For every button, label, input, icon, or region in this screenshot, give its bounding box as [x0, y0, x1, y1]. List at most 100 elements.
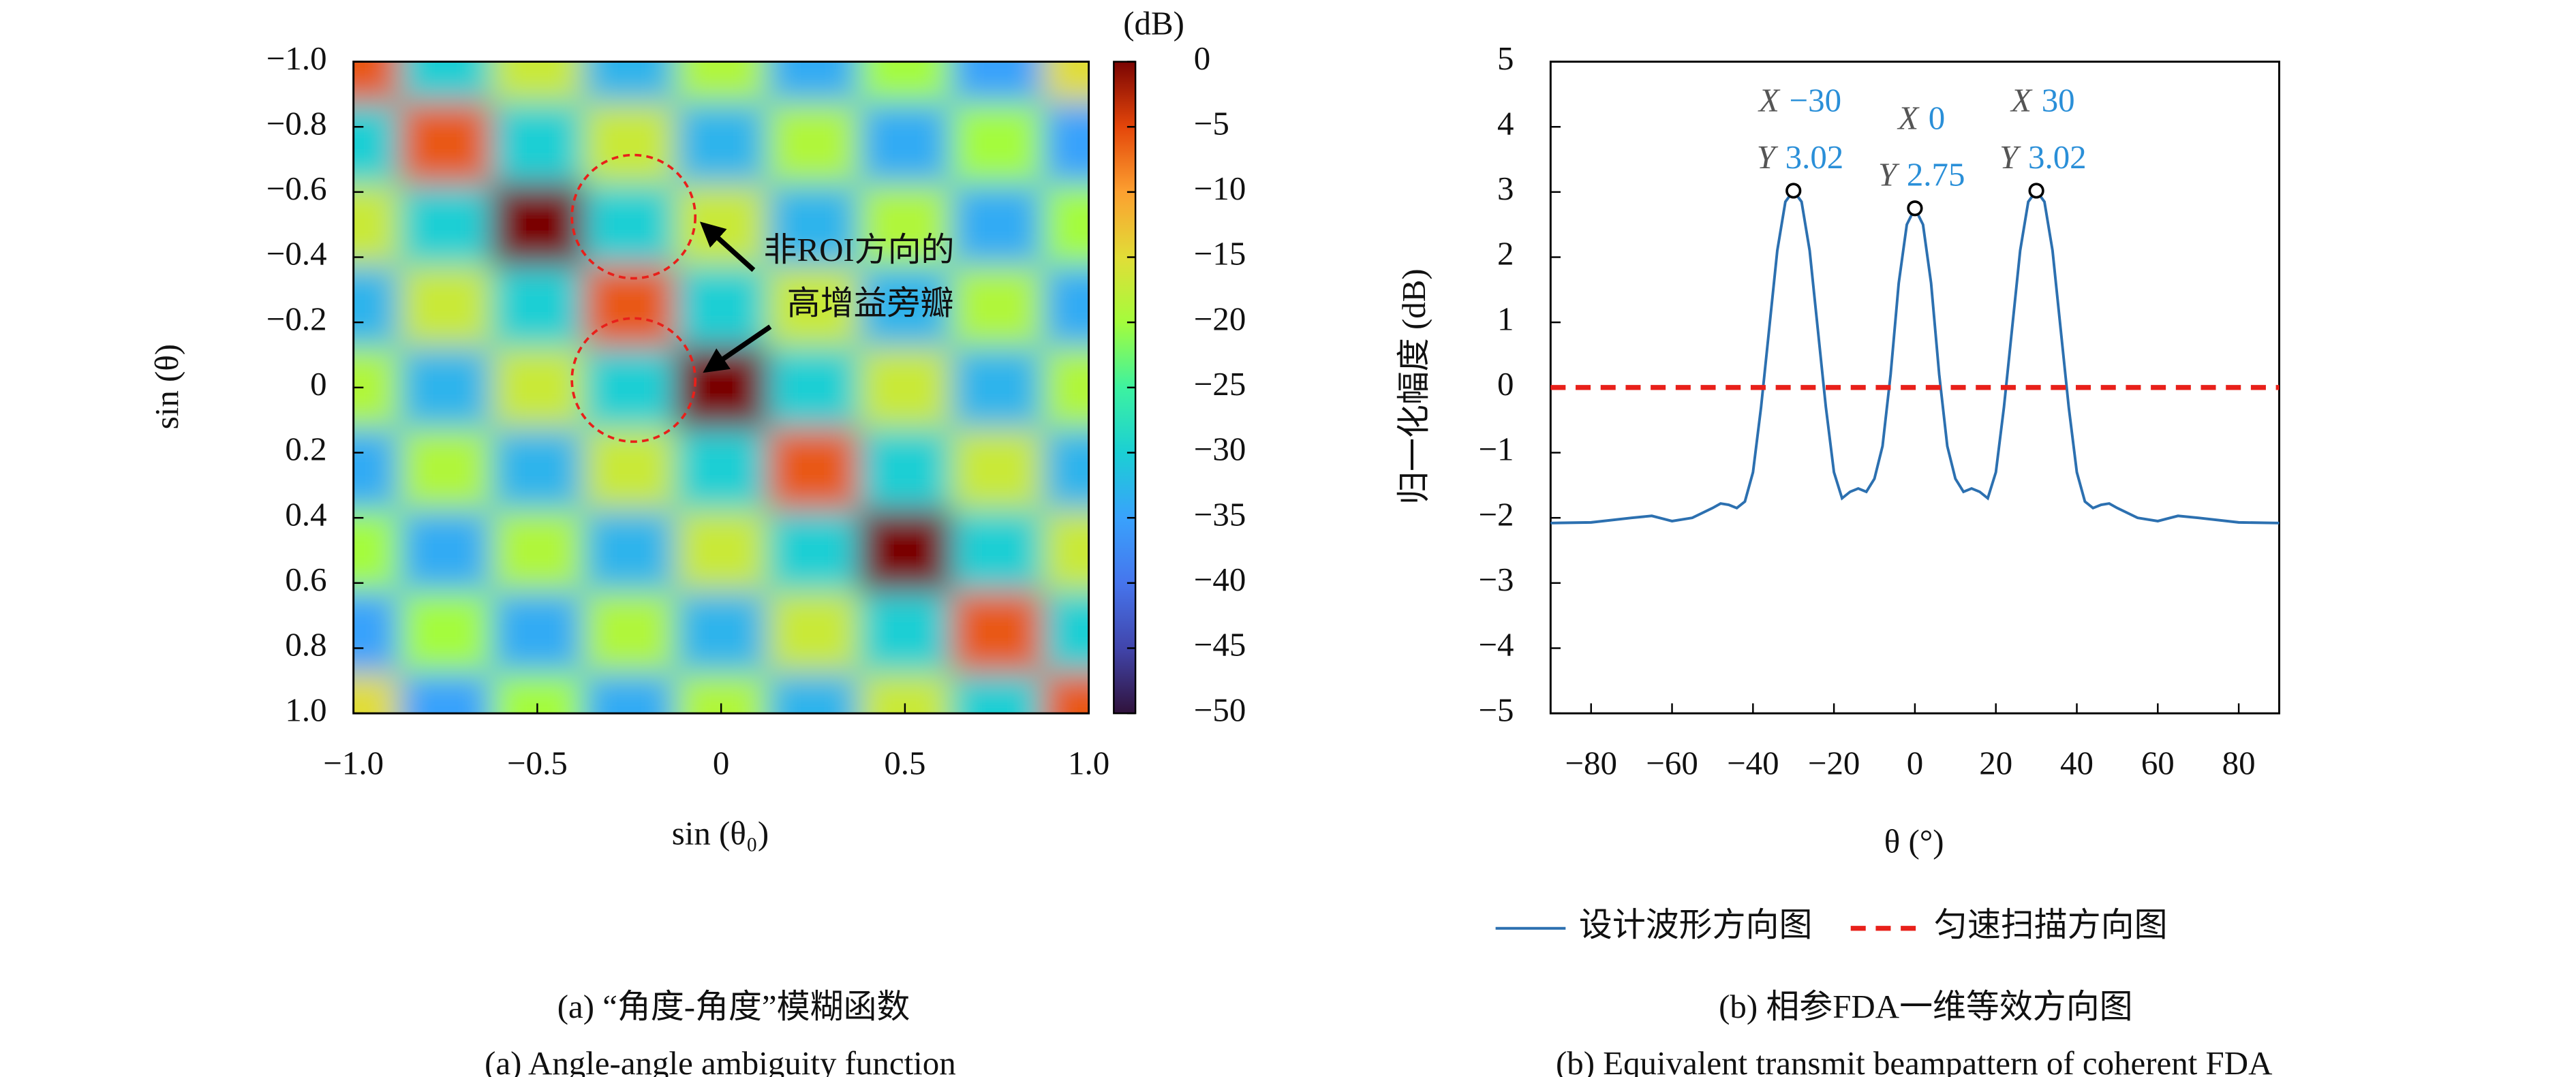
heat-cell	[1043, 428, 1089, 511]
heat-cell	[675, 183, 768, 266]
heat-cell	[1043, 265, 1089, 348]
y-tick-label: 0.4	[285, 495, 326, 533]
y-tick-label: 1.0	[285, 691, 326, 728]
heat-cell	[583, 102, 676, 185]
peak-y: 3.02	[2028, 138, 2087, 176]
heat-cell	[859, 347, 952, 429]
heat-cell	[399, 510, 493, 593]
x-tick-label: 0	[713, 745, 729, 782]
heatmap-cells	[353, 61, 1089, 714]
heat-cell	[583, 428, 676, 511]
colorbar-tick-label: −45	[1194, 626, 1246, 664]
peak-y: 2.75	[1907, 156, 1965, 193]
colorbar-tick-label: −20	[1194, 300, 1246, 337]
heat-cell	[767, 102, 860, 185]
heat-cell	[767, 347, 860, 429]
heat-cell	[951, 591, 1044, 674]
y-tick-label: −4	[1478, 626, 1514, 664]
heat-cell	[1043, 183, 1089, 266]
x-tick-label: 0.5	[884, 745, 925, 782]
heat-cell	[1043, 510, 1089, 593]
heat-cell	[583, 510, 676, 593]
caption: (b) Equivalent transmit beampattern of c…	[1556, 1044, 2272, 1077]
annotation: 高增益旁瓣	[787, 284, 954, 322]
annotation: 非ROI方向的	[764, 231, 955, 268]
heat-cell	[353, 591, 401, 674]
y-tick-label: 0.2	[285, 431, 326, 468]
heat-cell	[353, 510, 401, 593]
x-tick-label: 20	[1979, 745, 2012, 782]
heat-cell	[583, 265, 676, 348]
peak-x: 30	[2042, 82, 2075, 119]
heat-cell	[399, 265, 493, 348]
peak-label: X −30	[1758, 82, 1841, 119]
roi-circle	[570, 153, 697, 280]
y-tick-label: 0.8	[285, 626, 326, 664]
x-tick-label: 40	[2060, 745, 2094, 782]
y-axis-label: sin (θ)	[148, 344, 185, 429]
y-axis-label: 归一化幅度 (dB)	[1395, 268, 1432, 505]
y-tick-label: −3	[1478, 561, 1514, 598]
caption: (b) 相参FDA一维等效方向图	[1719, 988, 2132, 1025]
heat-cell	[353, 428, 401, 511]
colorbar-tick-label: 0	[1194, 40, 1210, 77]
y-tick-label: 0	[310, 365, 326, 403]
x-tick-label: −20	[1808, 745, 1860, 782]
heat-cell	[675, 61, 768, 104]
heat-cell	[1043, 591, 1089, 674]
x-tick-label: −60	[1646, 745, 1698, 782]
y-tick-label: −1.0	[266, 40, 327, 77]
x-tick-label: −1.0	[323, 745, 384, 782]
heat-cell	[399, 347, 493, 429]
x-tick-label: −40	[1727, 745, 1779, 782]
heat-cell	[353, 672, 401, 714]
heat-cell	[1043, 61, 1089, 104]
peak-prefix: Y	[1999, 138, 2021, 176]
x-tick-label: −80	[1565, 745, 1617, 782]
heat-cell	[1043, 347, 1089, 429]
caption: (a) Angle-angle ambiguity function	[485, 1044, 956, 1077]
heat-cell	[767, 510, 860, 593]
colorbar-tick-label: −15	[1194, 235, 1246, 272]
colorbar-tick-label: −25	[1194, 365, 1246, 403]
heat-cell	[399, 102, 493, 185]
x-tick-label: 0	[1907, 745, 1923, 782]
peak-x: −30	[1790, 82, 1842, 119]
heat-cell	[491, 591, 585, 674]
arrow	[703, 324, 772, 373]
peak-label: Y 3.02	[1757, 138, 1844, 176]
peak-label: Y 2.75	[1878, 156, 1965, 193]
series-line	[1550, 188, 2280, 525]
peak-prefix: X	[1758, 82, 1781, 119]
heat-cell	[859, 102, 952, 185]
heat-cell	[491, 510, 585, 593]
heat-cell	[859, 183, 952, 266]
y-tick-label: −0.2	[266, 300, 327, 337]
heat-cell	[583, 347, 676, 429]
y-tick-label: −0.6	[266, 170, 327, 207]
heat-cell	[951, 265, 1044, 348]
heat-cell	[353, 102, 401, 185]
heat-cell	[767, 61, 860, 104]
heat-cell	[399, 428, 493, 511]
heat-cell	[675, 510, 768, 593]
x-tick-label: 80	[2222, 745, 2256, 782]
heat-cell	[491, 183, 585, 266]
colorbar-label: (dB)	[1123, 4, 1184, 42]
peak-x: 0	[1929, 99, 1945, 137]
heat-cell	[767, 183, 860, 266]
y-tick-label: 3	[1497, 170, 1514, 207]
heat-cell	[491, 61, 585, 104]
y-tick-label: 0.6	[285, 561, 326, 598]
heat-cell	[399, 672, 493, 714]
peak-prefix: X	[1897, 99, 1920, 137]
heat-cell	[951, 510, 1044, 593]
heatmap	[353, 61, 1089, 714]
heat-cell	[583, 672, 676, 714]
peak-marker	[2028, 183, 2044, 199]
heat-cell	[859, 265, 952, 348]
colorbar-tick-label: −50	[1194, 691, 1246, 728]
heat-cell	[951, 428, 1044, 511]
